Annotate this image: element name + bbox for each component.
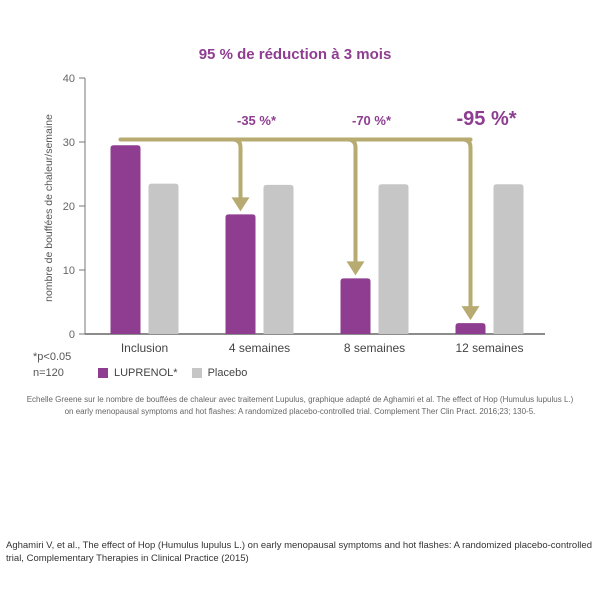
y-tick-label: 0 [69,329,75,341]
source-line-1: Echelle Greene sur le nombre de bouffées… [26,395,574,404]
chart-title: 95 % de réduction à 3 mois [199,46,392,63]
reduction-label: -70 %* [352,113,392,128]
y-tick-label: 10 [63,265,75,277]
bar-placebo [378,184,409,334]
y-tick-label: 20 [63,201,75,213]
bar-luprenol [225,214,256,334]
legend: LUPRENOL* Placebo [98,367,247,379]
reduction-label: -95 %* [456,108,516,130]
bar-placebo [148,183,179,334]
y-tick-label: 30 [63,137,75,149]
annotations: -35 %* -70 %* -95 %* [118,108,517,321]
n-note: n=120 [33,367,64,379]
legend-swatch-luprenol [98,368,108,378]
x-category-label: 12 semaines [455,341,523,355]
arrow-head [346,261,365,276]
y-axis-label: nombre de bouffées de chaleur/semaine [43,114,55,302]
arrow-shaft [212,137,243,200]
bar-placebo [493,184,524,334]
legend-label-placebo: Placebo [207,367,248,379]
chart: 95 % de réduction à 3 mois 0 10 20 30 40 nomb… [43,46,545,355]
legend-label-luprenol: LUPRENOL* [114,367,178,379]
x-category-label: 4 semaines [229,341,290,355]
arrow-head [461,306,480,321]
arrow-shaft [442,137,473,309]
bar-luprenol [340,278,371,334]
arrow-shaft [327,137,358,264]
axes: 0 10 20 30 40 nombre de bouffées de chaleur/s… [43,73,545,355]
reduction-label: -35 %* [237,113,277,128]
y-tick-label: 40 [63,73,75,85]
pvalue-note: *p<0.05 [33,351,72,363]
bars [110,145,524,334]
source-line-2: on early menopausal symptoms and hot fla… [64,407,536,416]
bar-luprenol [110,145,141,334]
legend-swatch-placebo [191,368,202,378]
x-category-label: 8 semaines [344,341,405,355]
x-category-label: Inclusion [121,341,168,355]
bar-placebo [263,184,294,334]
arrow-head [231,197,250,212]
reference-text: Aghamiri V, et al., The effect of Hop (H… [6,540,592,564]
bar-luprenol [455,323,486,334]
